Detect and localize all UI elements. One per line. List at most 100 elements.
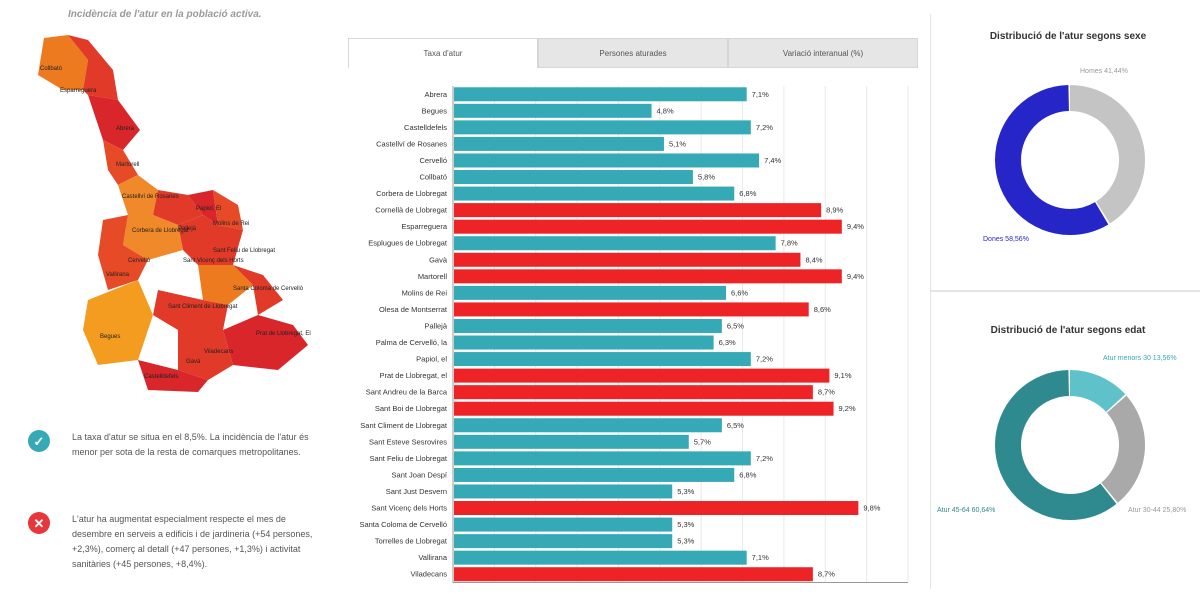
bar[interactable]	[454, 203, 822, 218]
category-label: Molins de Rei	[402, 288, 448, 297]
bar[interactable]	[454, 186, 735, 201]
map-region[interactable]	[178, 215, 243, 265]
data-label: 5,3%	[677, 487, 694, 496]
category-label: Cornellà de Llobregat	[375, 206, 448, 215]
data-label: 8,4%	[805, 255, 822, 264]
bar[interactable]	[454, 352, 751, 367]
bar[interactable]	[454, 285, 726, 300]
map-region[interactable]	[83, 280, 153, 365]
map-region[interactable]	[88, 95, 140, 150]
donut-slice[interactable]	[995, 370, 1145, 520]
donut-slice[interactable]	[995, 85, 1145, 235]
map-region[interactable]	[153, 290, 228, 330]
tab-persones-aturades[interactable]: Persones aturades	[538, 38, 728, 68]
category-label: Sant Joan Despí	[392, 470, 448, 479]
map-label: Molins de Rei	[213, 221, 249, 227]
map-region[interactable]	[223, 315, 308, 370]
bar[interactable]	[454, 451, 751, 466]
data-label: 9,4%	[847, 272, 864, 281]
bar[interactable]	[454, 236, 776, 251]
map-region[interactable]	[213, 190, 243, 230]
data-label: 5,7%	[694, 437, 711, 446]
category-label: Abrera	[424, 90, 447, 99]
bar[interactable]	[454, 87, 747, 102]
map-region[interactable]	[138, 360, 208, 392]
bar[interactable]	[454, 567, 813, 582]
map-region[interactable]	[198, 265, 253, 305]
map-label: Collbató	[40, 66, 63, 72]
bar[interactable]	[454, 269, 842, 284]
map-region[interactable]	[68, 35, 118, 100]
map-region[interactable]	[153, 190, 203, 225]
category-label: Sant Vicenç dels Horts	[371, 504, 447, 513]
data-label: 6,8%	[739, 189, 756, 198]
map-label: Sant Feliu de Llobregat	[213, 248, 275, 254]
tab-variacio-interanual[interactable]: Variació interanual (%)	[728, 38, 918, 68]
donut-slice[interactable]	[995, 370, 1145, 520]
donut-sexe-title: Distribució de l'atur segons sexe	[989, 31, 1147, 42]
map-label: Martorell	[116, 162, 139, 168]
bar[interactable]	[454, 368, 830, 383]
bar[interactable]	[454, 103, 652, 118]
category-label: Santa Coloma de Cervelló	[359, 520, 447, 529]
map-label: Vallirana	[106, 272, 130, 278]
category-label: Olesa de Montserrat	[379, 305, 448, 314]
bar[interactable]	[454, 120, 751, 135]
donut-slice[interactable]	[995, 85, 1145, 235]
data-label: 8,7%	[818, 570, 835, 579]
category-label: Sant Feliu de Llobregat	[369, 454, 447, 463]
subtitle: Incidència de l'atur en la població acti…	[68, 9, 262, 20]
bar[interactable]	[454, 136, 664, 151]
category-label: Collbató	[419, 173, 447, 182]
map-region[interactable]	[98, 215, 148, 290]
tab-taxa-atur[interactable]: Taxa d'atur	[348, 38, 538, 68]
data-label: 9,2%	[839, 404, 856, 413]
data-label: 6,5%	[727, 421, 744, 430]
map-label: Esparreguera	[60, 88, 97, 94]
data-label: 5,3%	[677, 520, 694, 529]
bar[interactable]	[454, 534, 673, 549]
data-label: 8,6%	[814, 305, 831, 314]
category-label: Sant Climent de Llobregat	[360, 421, 448, 430]
map-region[interactable]	[233, 265, 283, 315]
data-label: 8,7%	[818, 388, 835, 397]
bar[interactable]	[454, 318, 722, 333]
data-label: 6,8%	[739, 470, 756, 479]
bar[interactable]	[454, 517, 673, 532]
bar[interactable]	[454, 418, 722, 433]
bar[interactable]	[454, 335, 714, 350]
donut-sexe-label: Homes 41,44%	[1080, 68, 1128, 75]
data-label: 4,8%	[657, 106, 674, 115]
map-region[interactable]	[178, 330, 233, 380]
bar[interactable]	[454, 219, 842, 234]
category-label: Sant Boi de Llobregat	[375, 404, 448, 413]
category-label: Prat de Llobregat, el	[379, 371, 447, 380]
category-label: Torrelles de Llobregat	[375, 537, 448, 546]
map-region[interactable]	[103, 140, 138, 185]
bar[interactable]	[454, 170, 693, 185]
bar[interactable]	[454, 385, 813, 400]
category-label: Vallirana	[418, 553, 447, 562]
bar[interactable]	[454, 401, 834, 416]
bar[interactable]	[454, 550, 747, 565]
bar[interactable]	[454, 434, 689, 449]
donut-slice[interactable]	[995, 370, 1145, 520]
map-region[interactable]	[38, 35, 88, 90]
category-label: Castellví de Rosanes	[376, 139, 447, 148]
data-label: 9,1%	[834, 371, 851, 380]
bar[interactable]	[454, 153, 760, 168]
bar[interactable]	[454, 501, 859, 516]
bar[interactable]	[454, 467, 735, 482]
bar[interactable]	[454, 484, 673, 499]
data-label: 7,1%	[752, 90, 769, 99]
data-label: 7,8%	[781, 239, 798, 248]
category-label: Sant Just Desvern	[386, 487, 447, 496]
data-label: 7,2%	[756, 355, 773, 364]
map-region[interactable]	[123, 215, 183, 260]
bar[interactable]	[454, 302, 809, 317]
map-region[interactable]	[118, 175, 158, 215]
bar[interactable]	[454, 252, 801, 267]
divider	[930, 14, 931, 589]
category-label: Cervelló	[419, 156, 447, 165]
map-region[interactable]	[188, 190, 218, 225]
